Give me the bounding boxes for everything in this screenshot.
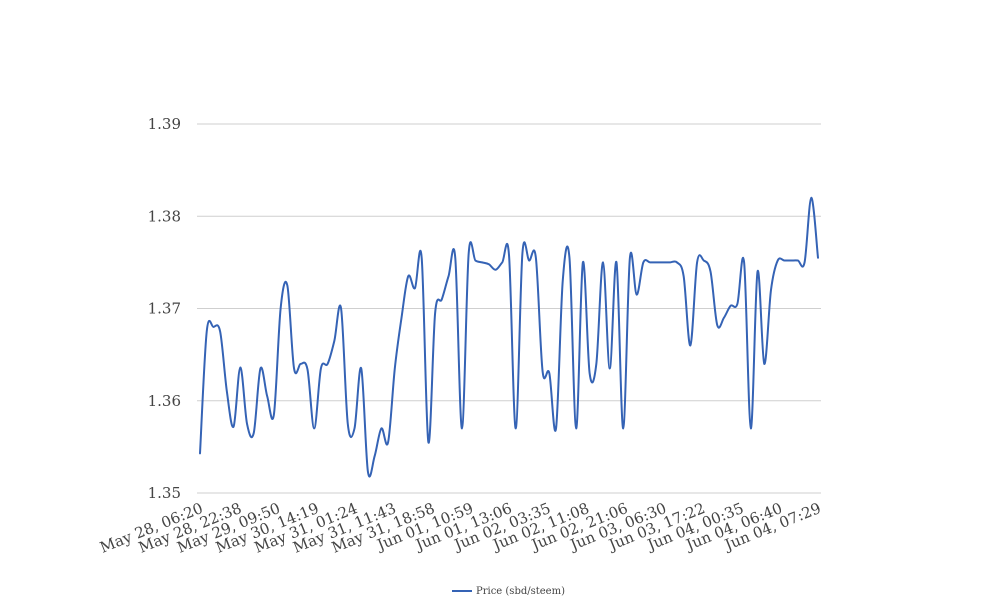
y-tick-label: 1.39 bbox=[148, 115, 181, 133]
legend: Price (sbd/steem) bbox=[452, 586, 565, 597]
y-tick-label: 1.38 bbox=[148, 207, 181, 225]
y-tick-label: 1.35 bbox=[148, 484, 181, 502]
gridlines bbox=[197, 123, 821, 494]
y-axis-tick-labels: 1.35 1.36 1.37 1.38 1.39 bbox=[148, 115, 181, 502]
legend-label: Price (sbd/steem) bbox=[476, 586, 565, 597]
series-price bbox=[199, 196, 819, 478]
y-tick-label: 1.37 bbox=[148, 300, 181, 318]
price-series-line bbox=[199, 196, 819, 478]
y-tick-label: 1.36 bbox=[148, 392, 181, 410]
